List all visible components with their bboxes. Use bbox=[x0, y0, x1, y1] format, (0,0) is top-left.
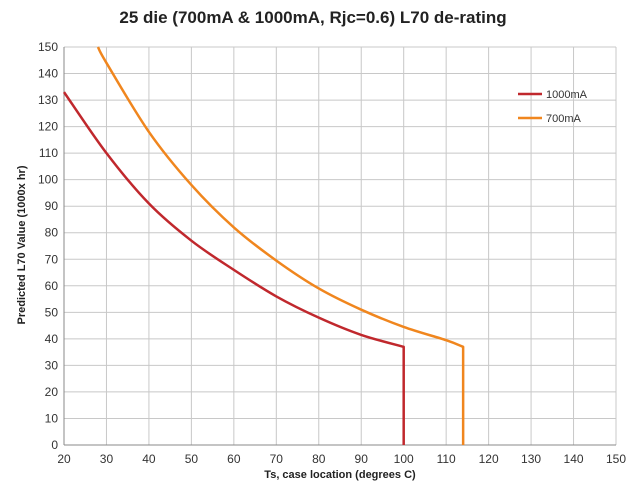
y-tick-label: 50 bbox=[45, 305, 59, 319]
y-tick-label: 40 bbox=[45, 332, 59, 346]
y-tick-label: 130 bbox=[38, 93, 58, 107]
x-tick-label: 60 bbox=[227, 452, 241, 466]
y-tick-label: 120 bbox=[38, 120, 58, 134]
y-tick-label: 90 bbox=[45, 199, 59, 213]
x-axis-label: Ts, case location (degrees C) bbox=[264, 469, 416, 481]
y-tick-label: 80 bbox=[45, 226, 59, 240]
x-tick-label: 50 bbox=[185, 452, 199, 466]
y-tick-label: 60 bbox=[45, 279, 59, 293]
x-tick-label: 120 bbox=[479, 452, 499, 466]
y-tick-label: 150 bbox=[38, 40, 58, 54]
y-axis-label: Predicted L70 Value (1000x hr) bbox=[16, 165, 28, 325]
y-tick-label: 110 bbox=[39, 146, 58, 160]
series-line-1000mA bbox=[62, 91, 405, 445]
series-line-700mA bbox=[96, 46, 465, 445]
x-tick-label: 30 bbox=[100, 452, 114, 466]
y-tick-label: 20 bbox=[45, 385, 59, 399]
x-tick-label: 20 bbox=[57, 452, 71, 466]
x-tick-label: 150 bbox=[606, 452, 626, 466]
y-tick-label: 140 bbox=[38, 67, 58, 81]
x-tick-label: 80 bbox=[312, 452, 326, 466]
x-tick-label: 70 bbox=[270, 452, 284, 466]
x-tick-label: 140 bbox=[564, 452, 584, 466]
legend-label: 1000mA bbox=[546, 89, 588, 101]
x-tick-label: 40 bbox=[142, 452, 156, 466]
y-tick-label: 100 bbox=[38, 173, 58, 187]
plot-area bbox=[64, 47, 616, 445]
x-tick-label: 100 bbox=[394, 452, 414, 466]
y-tick-label: 70 bbox=[45, 252, 59, 266]
x-tick-label: 110 bbox=[437, 452, 456, 466]
y-tick-label: 0 bbox=[51, 438, 58, 452]
legend-label: 700mA bbox=[546, 113, 582, 125]
x-tick-label: 130 bbox=[521, 452, 541, 466]
chart-title: 25 die (700mA & 1000mA, Rjc=0.6) L70 de-… bbox=[119, 8, 507, 27]
x-tick-label: 90 bbox=[355, 452, 369, 466]
y-tick-label: 30 bbox=[45, 358, 59, 372]
y-tick-label: 10 bbox=[45, 411, 59, 425]
